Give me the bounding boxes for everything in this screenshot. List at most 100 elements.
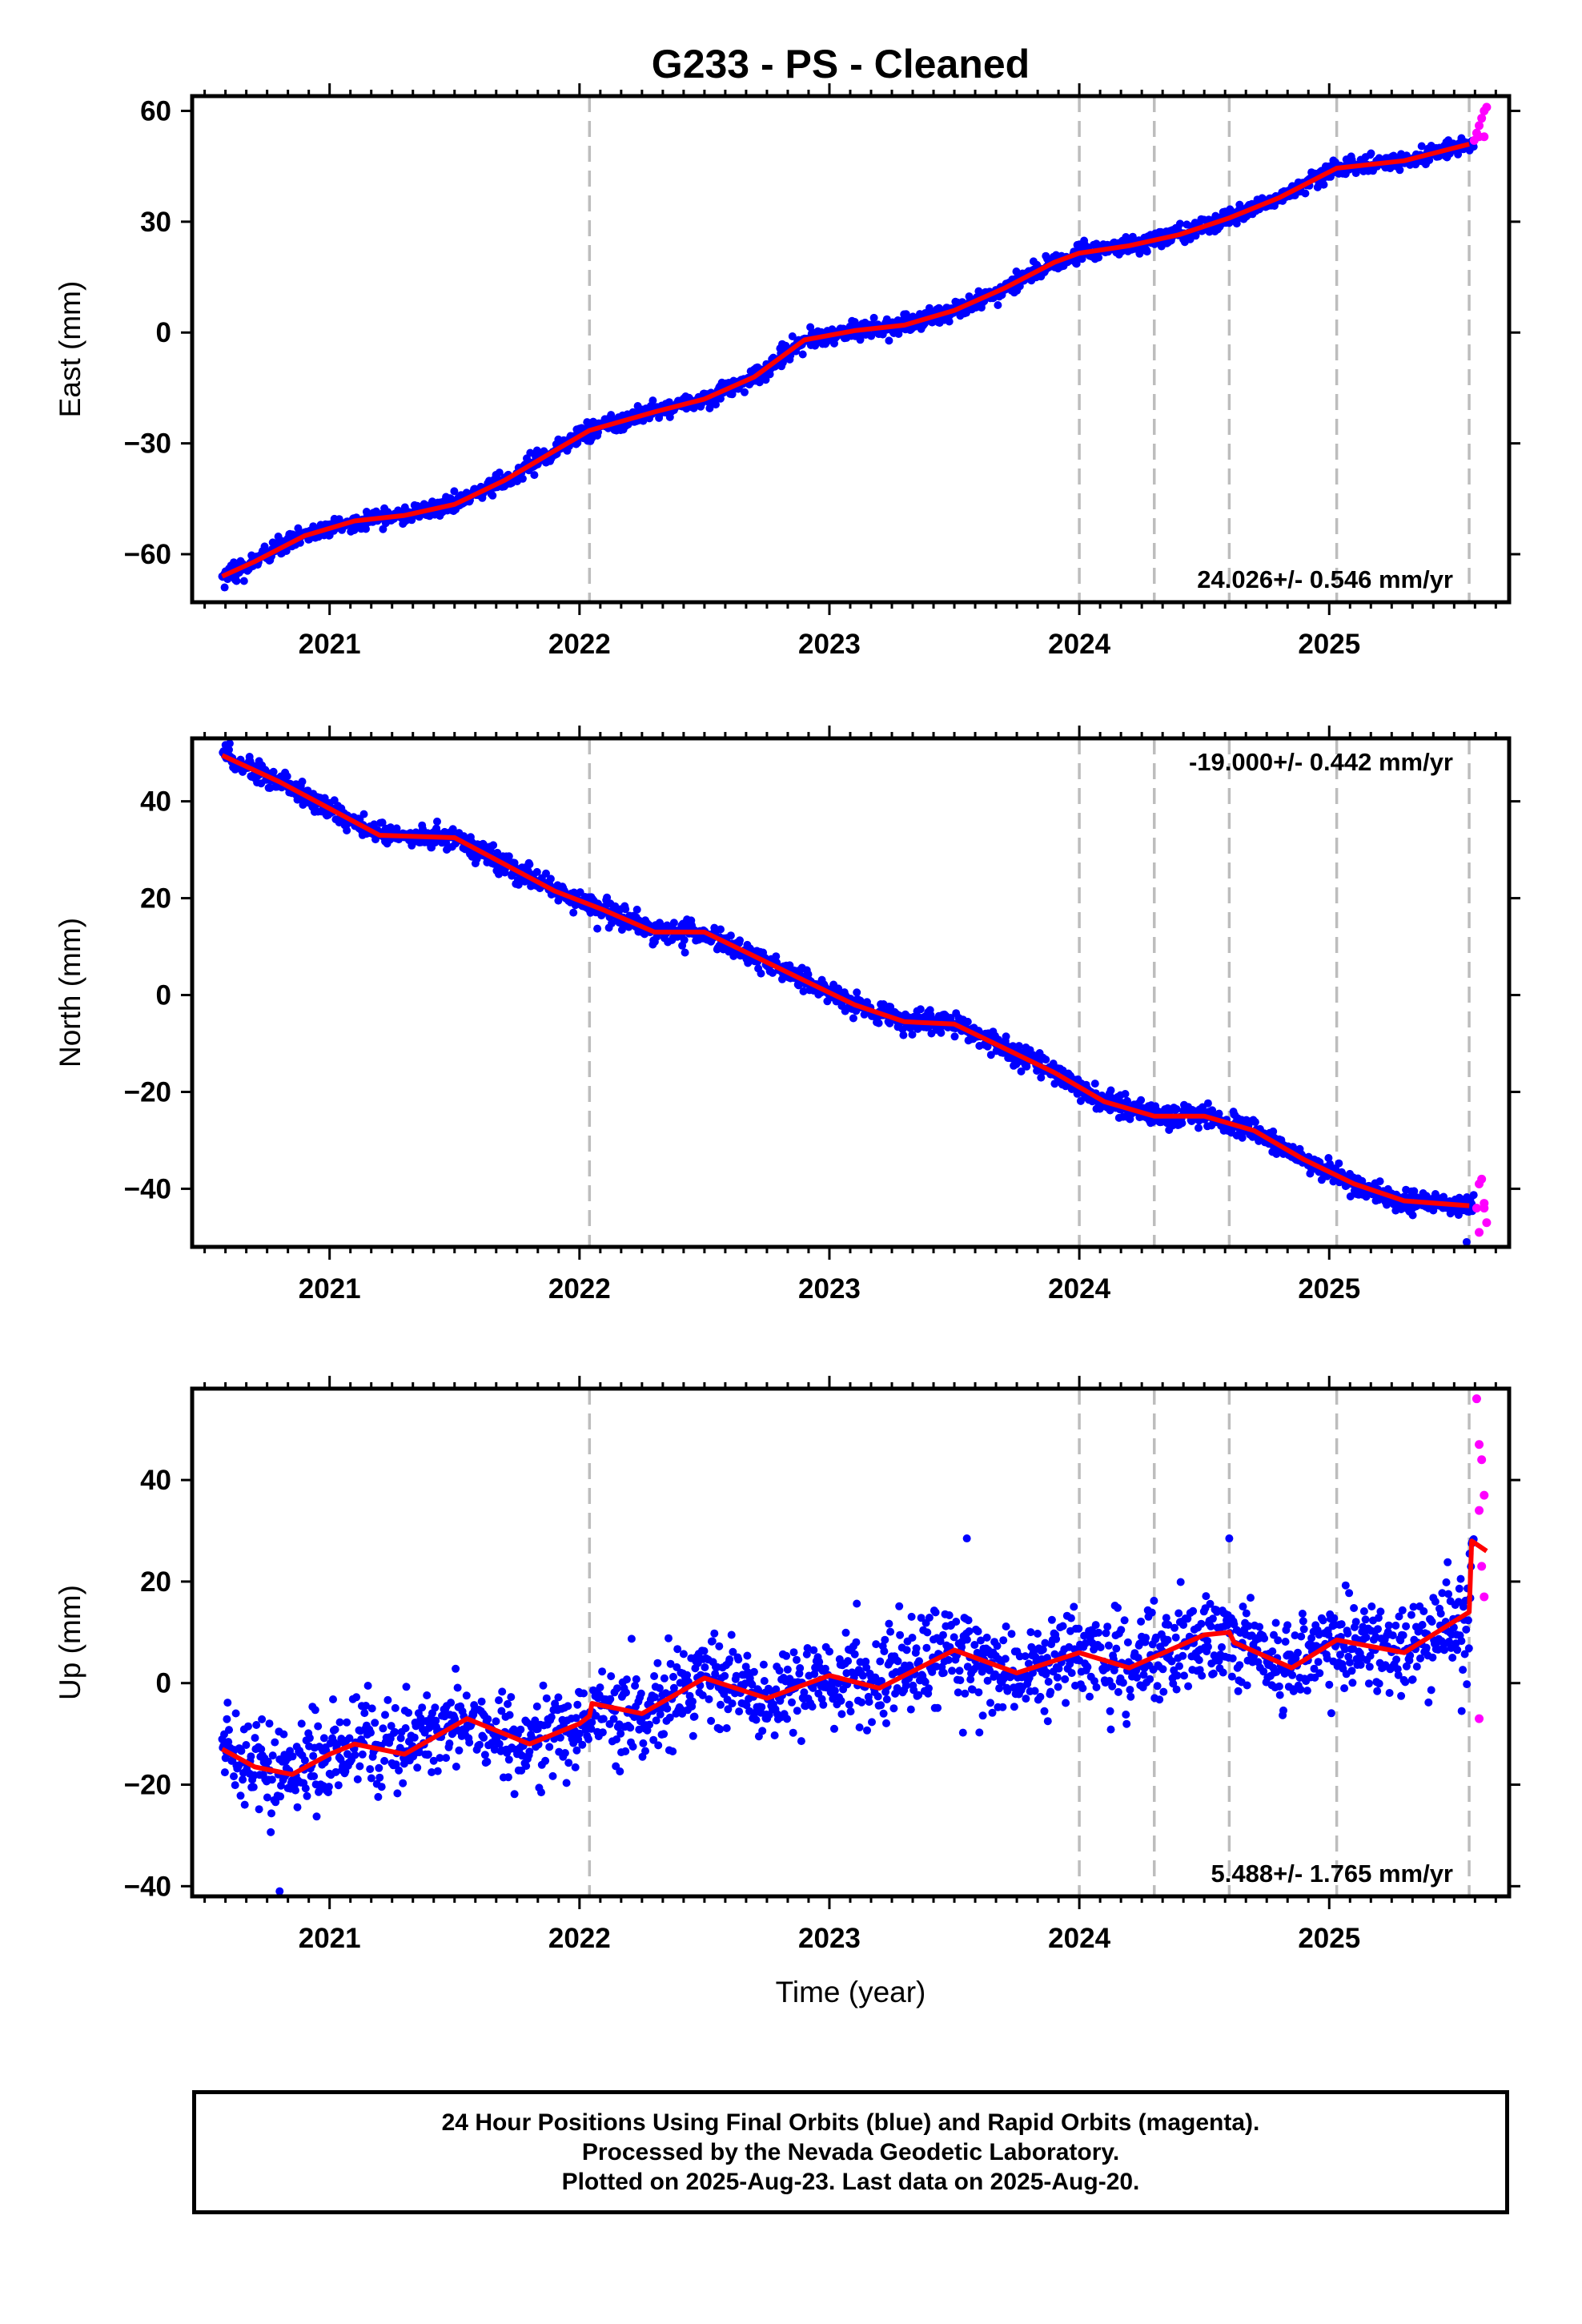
figure-title: G233 - PS - Cleaned	[652, 42, 1030, 86]
north-ytick-label: 0	[156, 980, 171, 1011]
up-final-point	[324, 1783, 333, 1791]
up-final-point	[310, 1772, 319, 1780]
up-final-point	[401, 1724, 410, 1732]
up-final-point	[225, 1726, 233, 1735]
east-final-point	[648, 396, 657, 405]
up-final-point	[858, 1671, 867, 1680]
east-final-point	[712, 400, 720, 409]
up-final-point	[240, 1800, 249, 1809]
up-final-point	[1054, 1683, 1062, 1691]
up-final-point	[732, 1671, 741, 1680]
up-final-point	[876, 1657, 885, 1666]
up-final-point	[580, 1689, 588, 1698]
north-final-point	[757, 969, 765, 978]
east-final-point	[1469, 143, 1478, 151]
east-final-point	[869, 313, 878, 322]
up-final-point	[830, 1687, 839, 1695]
up-final-point	[931, 1608, 940, 1617]
up-final-point	[410, 1733, 419, 1742]
up-final-point	[955, 1667, 964, 1675]
up-final-point	[504, 1699, 512, 1708]
up-final-point	[239, 1775, 247, 1784]
east-final-point	[1319, 180, 1328, 189]
up-final-point	[1086, 1692, 1094, 1701]
up-final-point	[572, 1746, 581, 1755]
up-final-point	[757, 1703, 766, 1711]
up-final-point	[331, 1767, 340, 1776]
east-final-point	[1301, 189, 1310, 198]
up-final-point	[462, 1691, 471, 1700]
up-final-point	[748, 1680, 757, 1689]
up-final-point	[1003, 1687, 1012, 1695]
up-final-point	[271, 1798, 280, 1807]
up-final-point	[1036, 1692, 1045, 1701]
north-final-point	[916, 1005, 925, 1014]
east-ytick-label: 30	[140, 207, 171, 238]
up-final-point	[367, 1728, 375, 1737]
up-final-point	[1043, 1717, 1052, 1726]
north-final-point	[1172, 1105, 1181, 1113]
north-final-point	[359, 810, 368, 818]
up-final-point	[1078, 1684, 1087, 1693]
up-final-point	[465, 1738, 474, 1747]
up-final-point	[788, 1698, 796, 1707]
up-final-point	[451, 1715, 460, 1723]
up-final-point	[237, 1747, 246, 1755]
up-final-point	[564, 1759, 573, 1767]
up-final-point	[698, 1691, 707, 1699]
up-final-point	[845, 1700, 853, 1709]
up-final-point	[429, 1756, 438, 1765]
up-final-point	[673, 1663, 681, 1671]
up-final-point	[650, 1672, 659, 1680]
up-final-point	[358, 1750, 367, 1759]
up-final-point	[288, 1752, 297, 1761]
up-final-point	[993, 1642, 1002, 1651]
north-final-point	[1346, 1192, 1355, 1200]
north-final-point	[608, 919, 616, 927]
up-final-point	[375, 1773, 384, 1782]
up-final-point	[965, 1627, 974, 1635]
up-final-point	[881, 1635, 889, 1644]
up-final-point	[353, 1775, 362, 1783]
up-final-point	[982, 1633, 991, 1642]
up-final-point	[424, 1750, 432, 1759]
up-final-point	[571, 1763, 580, 1771]
up-final-point	[830, 1724, 838, 1733]
up-final-point	[800, 1688, 809, 1697]
up-final-point	[923, 1628, 932, 1637]
east-rapid-point	[1475, 121, 1484, 131]
north-final-point	[937, 1028, 946, 1037]
up-final-point	[925, 1684, 933, 1693]
up-final-point	[921, 1678, 930, 1687]
up-final-point	[255, 1805, 263, 1814]
up-final-point	[436, 1754, 444, 1763]
east-final-point	[761, 376, 770, 384]
up-final-point	[532, 1702, 541, 1711]
up-final-point	[258, 1715, 267, 1723]
up-final-point	[1091, 1621, 1100, 1630]
up-final-point	[383, 1695, 392, 1704]
up-final-point	[895, 1602, 904, 1610]
up-final-point	[950, 1633, 958, 1642]
up-final-point	[809, 1646, 818, 1655]
up-final-point	[380, 1756, 389, 1765]
north-final-point	[1123, 1096, 1131, 1105]
up-final-point	[267, 1827, 275, 1836]
up-final-point	[1096, 1643, 1105, 1651]
north-final-point	[946, 1014, 955, 1022]
up-final-point	[1070, 1602, 1078, 1611]
up-final-point	[453, 1683, 462, 1692]
north-final-point	[504, 852, 513, 861]
up-final-point	[452, 1664, 460, 1673]
up-final-point	[391, 1727, 399, 1736]
up-final-point	[645, 1720, 654, 1729]
up-final-point	[1002, 1622, 1010, 1630]
up-final-point	[510, 1790, 519, 1799]
up-final-point	[711, 1670, 720, 1679]
up-final-point	[621, 1747, 630, 1755]
up-final-point	[663, 1704, 672, 1713]
up-final-point	[743, 1651, 752, 1660]
up-final-point	[399, 1779, 408, 1787]
up-final-point	[728, 1699, 737, 1708]
up-final-point	[492, 1717, 500, 1726]
